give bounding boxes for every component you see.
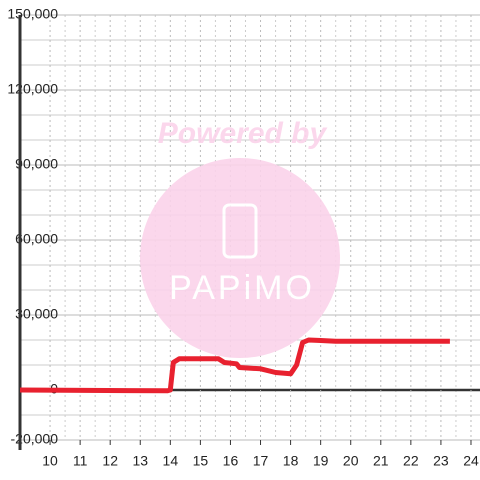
y-tick-label: 30,000	[15, 306, 58, 322]
x-tick-label: 22	[403, 453, 419, 469]
y-tick-label: 60,000	[15, 231, 58, 247]
y-tick-label: 90,000	[15, 156, 58, 172]
foreground: -20,000030,00060,00090,000120,000150,000…	[7, 6, 479, 469]
x-tick-label: 24	[463, 453, 479, 469]
x-tick-label: 15	[193, 453, 209, 469]
grid	[20, 14, 480, 441]
x-tick-label: 23	[433, 453, 449, 469]
x-tick-label: 16	[223, 453, 239, 469]
x-tick-label: 11	[73, 453, 88, 469]
y-tick-label: -20,000	[11, 431, 59, 447]
y-tick-label: 120,000	[7, 81, 58, 97]
x-tick-label: 20	[343, 453, 359, 469]
x-tick-label: 12	[102, 453, 118, 469]
x-tick-label: 17	[253, 453, 269, 469]
watermark: Powered by PAPiMO	[140, 117, 340, 358]
watermark-brand: PAPiMO	[169, 269, 315, 307]
x-tick-label: 18	[283, 453, 299, 469]
x-tick-label: 10	[42, 453, 58, 469]
x-tick-label: 21	[373, 453, 389, 469]
watermark-title: Powered by	[158, 117, 328, 150]
x-tick-label: 19	[313, 453, 329, 469]
x-tick-label: 14	[163, 453, 179, 469]
data-line	[19, 337, 450, 394]
y-tick-label: 150,000	[7, 6, 58, 22]
x-tick-label: 13	[132, 453, 148, 469]
watermark-phone	[222, 203, 258, 259]
